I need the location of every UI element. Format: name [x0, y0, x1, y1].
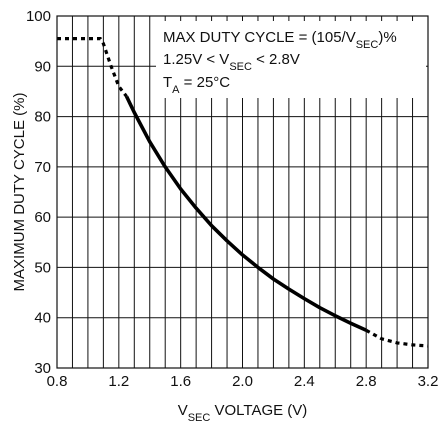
y-tick-label: 40	[34, 310, 51, 327]
x-tick-label: 2.0	[232, 373, 253, 390]
x-tick-label: 3.2	[418, 373, 439, 390]
y-axis-label: MAXIMUM DUTY CYCLE (%)	[11, 93, 28, 292]
duty-cycle-curve	[124, 95, 367, 332]
y-tick-label: 50	[34, 259, 51, 276]
plot-frame	[56, 15, 429, 369]
x-axis-label: VSEC VOLTAGE (V)	[178, 402, 308, 423]
y-tick-label: 30	[34, 360, 51, 377]
y-tick-label: 60	[34, 209, 51, 226]
annotation-line: TA = 25°C	[163, 74, 230, 96]
annotation-line: 1.25V < VSEC < 2.8V	[163, 51, 300, 73]
y-tick-labels: 30 40 50 60 70 80 90 100	[26, 8, 51, 377]
annotation-line: MAX DUTY CYCLE = (105/VSEC)%	[163, 29, 397, 51]
x-tick-label: 0.8	[47, 373, 68, 390]
x-tick-label: 2.8	[356, 373, 377, 390]
x-tick-label: 1.2	[108, 373, 129, 390]
x-tick-label: 1.6	[170, 373, 191, 390]
x-tick-label: 2.4	[294, 373, 315, 390]
y-tick-label: 100	[26, 8, 51, 25]
annotation-block: MAX DUTY CYCLE = (105/VSEC)%1.25V < VSEC…	[156, 21, 426, 98]
y-tick-label: 70	[34, 159, 51, 176]
duty-cycle-curve-extension	[365, 328, 429, 348]
curves	[57, 37, 429, 348]
y-tick-label: 80	[34, 109, 51, 126]
y-tick-label: 90	[34, 58, 51, 75]
annotation-background	[156, 21, 426, 98]
duty-cycle-curve-extension	[57, 37, 128, 98]
x-tick-labels: 0.8 1.2 1.6 2.0 2.4 2.8 3.2	[47, 373, 439, 390]
